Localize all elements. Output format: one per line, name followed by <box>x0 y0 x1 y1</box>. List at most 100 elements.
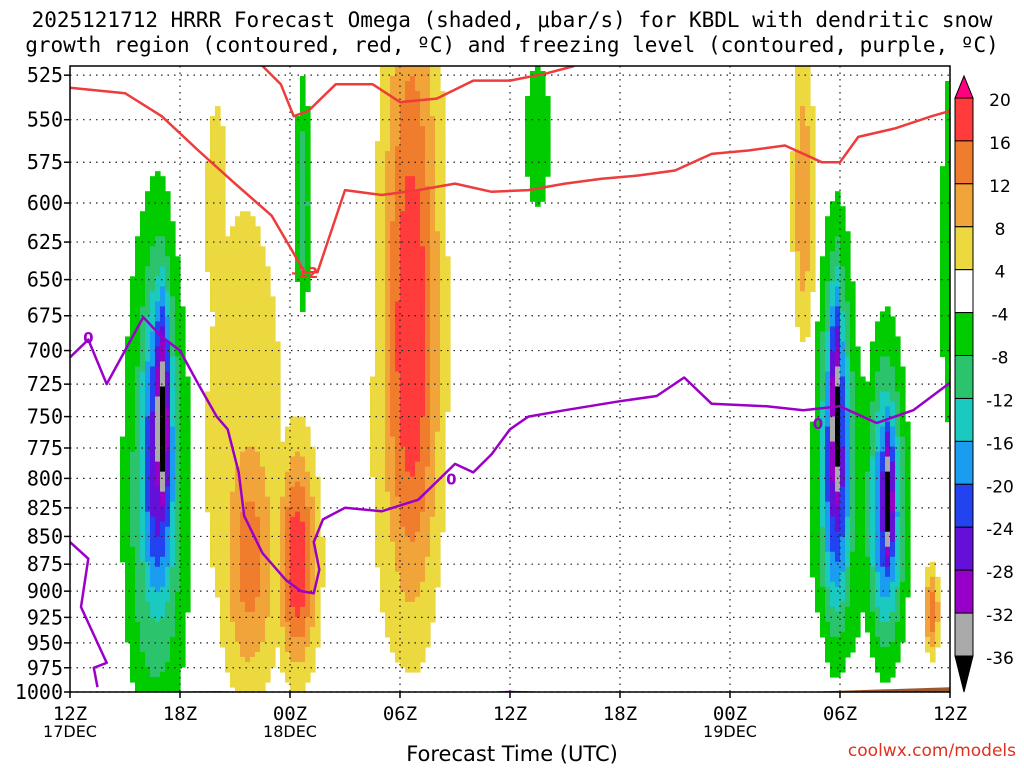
omega-cell <box>175 501 181 508</box>
omega-cell <box>835 516 841 523</box>
omega-cell <box>215 421 221 428</box>
omega-cell <box>245 256 251 262</box>
omega-cell <box>270 401 276 408</box>
omega-cell <box>440 391 446 398</box>
omega-cell <box>420 296 426 302</box>
omega-cell <box>835 261 841 267</box>
omega-cell <box>400 91 406 97</box>
omega-cell <box>445 326 451 333</box>
omega-cell <box>845 416 851 423</box>
omega-cell <box>400 151 406 157</box>
omega-cell <box>305 451 311 458</box>
omega-cell <box>840 496 846 503</box>
omega-cell <box>385 446 391 453</box>
omega-cell <box>225 546 231 553</box>
omega-cell <box>170 541 176 548</box>
omega-cell <box>130 371 136 378</box>
omega-cell <box>535 126 541 132</box>
omega-cell <box>240 396 246 403</box>
omega-cell <box>870 471 876 478</box>
omega-cell <box>445 286 451 292</box>
omega-cell <box>810 211 816 217</box>
omega-cell <box>790 196 796 202</box>
omega-cell <box>890 471 896 478</box>
omega-cell <box>145 361 151 368</box>
omega-cell <box>145 306 151 312</box>
omega-cell <box>295 146 301 152</box>
omega-cell <box>210 176 216 182</box>
omega-cell <box>160 541 166 548</box>
omega-cell <box>420 481 426 488</box>
omega-cell <box>440 216 446 222</box>
omega-cell <box>875 526 881 533</box>
omega-cell <box>860 411 866 418</box>
omega-cell <box>440 431 446 438</box>
omega-cell <box>425 151 431 157</box>
omega-cell <box>175 296 181 302</box>
omega-cell <box>890 536 896 543</box>
omega-cell <box>840 356 846 363</box>
omega-cell <box>940 206 946 212</box>
omega-cell <box>210 226 216 232</box>
omega-cell <box>120 511 126 518</box>
omega-cell <box>300 101 306 107</box>
omega-cell <box>380 516 386 523</box>
omega-cell <box>425 506 431 513</box>
omega-cell <box>400 341 406 348</box>
omega-cell <box>295 496 301 503</box>
omega-cell <box>255 511 261 518</box>
omega-cell <box>420 431 426 438</box>
omega-cell <box>395 521 401 528</box>
omega-cell <box>835 291 841 297</box>
omega-cell <box>810 226 816 232</box>
omega-cell <box>205 221 211 227</box>
omega-cell <box>170 251 176 257</box>
omega-cell <box>880 516 886 523</box>
omega-cell <box>415 386 421 393</box>
omega-cell <box>250 391 256 398</box>
omega-cell <box>215 191 221 197</box>
omega-cell <box>875 446 881 453</box>
omega-cell <box>400 291 406 297</box>
omega-cell <box>240 471 246 478</box>
omega-cell <box>525 161 531 167</box>
omega-cell <box>895 496 901 503</box>
omega-cell <box>940 351 946 358</box>
omega-cell <box>160 431 166 438</box>
omega-cell <box>435 531 441 538</box>
omega-cell <box>430 131 436 137</box>
omega-cell <box>255 451 261 458</box>
omega-cell <box>370 396 376 403</box>
omega-cell <box>865 431 871 438</box>
omega-cell <box>225 306 231 312</box>
omega-cell <box>890 506 896 513</box>
omega-cell <box>220 551 226 558</box>
omega-cell <box>395 476 401 483</box>
omega-cell <box>205 246 211 252</box>
omega-cell <box>380 196 386 202</box>
omega-cell <box>260 326 266 333</box>
omega-cell <box>175 491 181 498</box>
omega-cell <box>265 356 271 363</box>
omega-cell <box>380 306 386 312</box>
omega-cell <box>405 281 411 287</box>
omega-cell <box>410 186 416 192</box>
omega-cell <box>210 186 216 192</box>
omega-cell <box>205 491 211 498</box>
omega-cell <box>165 216 171 222</box>
omega-cell <box>165 351 171 358</box>
omega-cell <box>855 471 861 478</box>
omega-cell <box>130 531 136 538</box>
omega-cell <box>405 366 411 373</box>
omega-cell <box>395 306 401 312</box>
omega-cell <box>415 211 421 217</box>
omega-cell <box>155 336 161 343</box>
omega-cell <box>185 486 191 493</box>
omega-cell <box>230 551 236 558</box>
omega-cell <box>215 351 221 358</box>
omega-cell <box>840 396 846 403</box>
omega-cell <box>525 141 531 147</box>
omega-cell <box>230 286 236 292</box>
omega-cell <box>135 276 141 282</box>
omega-cell <box>395 446 401 453</box>
